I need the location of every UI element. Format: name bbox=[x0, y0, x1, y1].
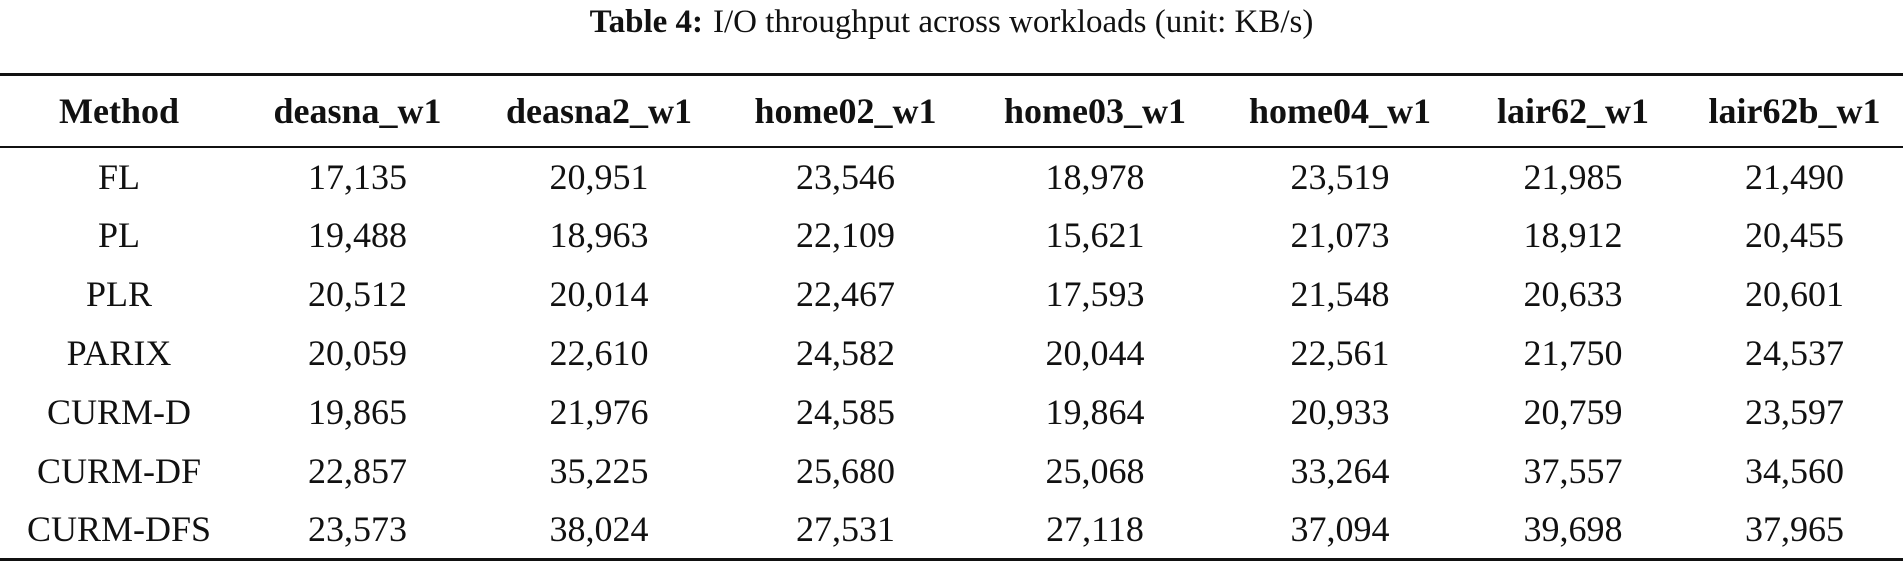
method-cell: FL bbox=[97, 156, 140, 197]
value-cell: 23,573 bbox=[308, 509, 407, 550]
value-cell: 37,965 bbox=[1745, 509, 1844, 550]
value-cell: 21,976 bbox=[549, 392, 649, 432]
value-cell: 21,073 bbox=[1290, 215, 1390, 255]
method-cell: PLR bbox=[85, 274, 153, 314]
method-cell: PARIX bbox=[66, 333, 172, 373]
value-cell: 19,864 bbox=[1045, 392, 1145, 432]
table-row: CURM-DF 22,857 35,225 25,680 25,068 33,264 37,… bbox=[0, 442, 1903, 501]
value-cell: 22,857 bbox=[308, 451, 407, 491]
value-cell: 17,593 bbox=[1045, 274, 1145, 314]
value-cell: 18,963 bbox=[549, 215, 649, 255]
value-cell: 21,548 bbox=[1290, 274, 1390, 314]
value-cell: 33,264 bbox=[1290, 451, 1390, 491]
method-cell: CURM-DF bbox=[36, 451, 202, 491]
value-cell: 21,750 bbox=[1523, 333, 1623, 373]
value-cell: 20,014 bbox=[549, 274, 649, 314]
value-cell: 18,912 bbox=[1523, 215, 1623, 255]
value-cell: 35,225 bbox=[549, 451, 649, 491]
value-cell: 22,561 bbox=[1290, 333, 1390, 373]
value-cell: 34,560 bbox=[1745, 451, 1844, 491]
value-cell: 37,557 bbox=[1523, 451, 1623, 491]
value-cell: 38,024 bbox=[549, 509, 649, 550]
value-cell: 20,512 bbox=[308, 274, 407, 314]
table-row: CURM-D 19,865 21,976 24,585 19,864 20,933 20,7… bbox=[0, 383, 1903, 442]
value-cell: 20,759 bbox=[1523, 392, 1623, 432]
value-cell: 17,135 bbox=[308, 156, 407, 197]
value-cell: 23,519 bbox=[1290, 156, 1390, 197]
method-cell: CURM-D bbox=[46, 392, 192, 432]
caption-text: I/O throughput across workloads (unit: K… bbox=[713, 4, 1314, 40]
table-row: PL 19,488 18,963 22,109 15,621 21,073 18,912 20… bbox=[0, 206, 1903, 265]
method-cell: PL bbox=[97, 215, 140, 255]
value-cell: 22,467 bbox=[796, 274, 895, 314]
table-row: PLR 20,512 20,014 22,467 17,593 21,548 20,633 2… bbox=[0, 265, 1903, 324]
value-cell: 20,933 bbox=[1290, 392, 1390, 432]
value-cell: 22,610 bbox=[549, 333, 649, 373]
value-cell: 20,059 bbox=[308, 333, 407, 373]
value-cell: 23,546 bbox=[796, 156, 895, 197]
header-cell: lair62_w1 bbox=[1497, 90, 1649, 131]
header-cell: home03_w1 bbox=[1004, 90, 1186, 131]
value-cell: 18,978 bbox=[1045, 156, 1145, 197]
table-caption: Table 4: I/O throughput across workloads … bbox=[0, 2, 1903, 42]
header-cell: deasna2_w1 bbox=[505, 90, 693, 131]
header-cell: deasna_w1 bbox=[273, 90, 442, 131]
header-cell: home04_w1 bbox=[1249, 90, 1431, 131]
value-cell: 19,865 bbox=[308, 392, 407, 432]
value-cell: 24,585 bbox=[796, 392, 895, 432]
value-cell: 20,601 bbox=[1745, 274, 1844, 314]
value-cell: 25,068 bbox=[1045, 451, 1145, 491]
table-row: PARIX 20,059 22,610 24,582 20,044 22,561 21,75… bbox=[0, 324, 1903, 383]
value-cell: 27,531 bbox=[796, 509, 895, 550]
value-cell: 22,109 bbox=[796, 215, 895, 255]
value-cell: 24,537 bbox=[1745, 333, 1844, 373]
value-cell: 20,951 bbox=[549, 156, 649, 197]
value-cell: 37,094 bbox=[1290, 509, 1390, 550]
value-cell: 21,985 bbox=[1523, 156, 1623, 197]
value-cell: 15,621 bbox=[1045, 215, 1145, 255]
header-cell: Method bbox=[59, 90, 179, 131]
value-cell: 20,455 bbox=[1745, 215, 1844, 255]
header-row: Method deasna_w1 deasna2_w1 home02_w1 home03… bbox=[0, 74, 1903, 147]
caption-label: Table 4: bbox=[589, 4, 704, 40]
value-cell: 23,597 bbox=[1745, 392, 1844, 432]
value-cell: 39,698 bbox=[1523, 509, 1623, 550]
value-cell: 25,680 bbox=[796, 451, 895, 491]
value-cell: 20,633 bbox=[1523, 274, 1623, 314]
value-cell: 27,118 bbox=[1046, 509, 1144, 550]
value-cell: 21,490 bbox=[1745, 156, 1844, 197]
table-row: CURM-DFS 23,573 38,024 27,531 27,118 37,094 39… bbox=[0, 501, 1903, 560]
table-header: Method deasna_w1 deasna2_w1 home02_w1 home03… bbox=[0, 74, 1903, 147]
header-cell: home02_w1 bbox=[754, 90, 937, 131]
method-cell: CURM-DFS bbox=[26, 509, 212, 550]
value-cell: 20,044 bbox=[1045, 333, 1145, 373]
value-cell: 19,488 bbox=[308, 215, 407, 255]
value-cell: 24,582 bbox=[796, 333, 895, 373]
results-table: Method deasna_w1 deasna2_w1 home02_w1 home03… bbox=[0, 73, 1903, 561]
header-cell: lair62b_w1 bbox=[1708, 90, 1881, 131]
table-row: FL 17,135 20,951 23,546 18,978 23,519 21,985 21… bbox=[0, 147, 1903, 206]
table-body: FL 17,135 20,951 23,546 18,978 23,519 21,985 21… bbox=[0, 147, 1903, 560]
